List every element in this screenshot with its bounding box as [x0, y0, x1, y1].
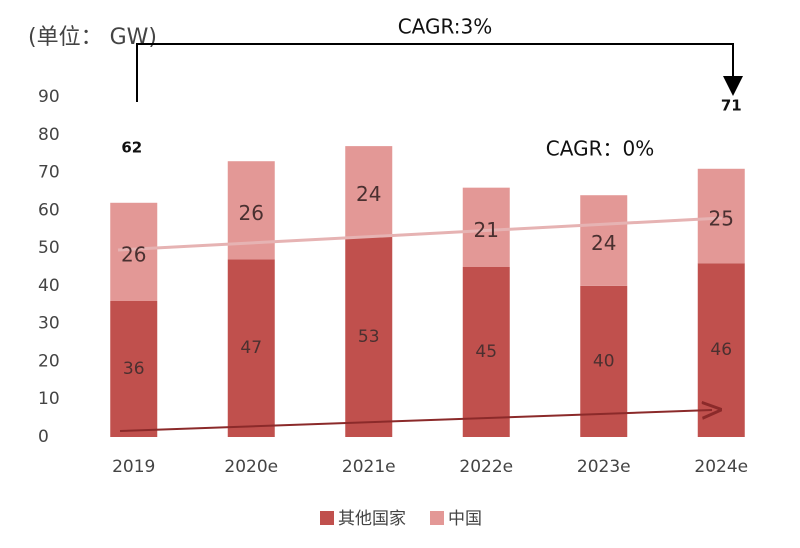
- data-label: 25: [709, 207, 734, 231]
- cagr-bracket: [136, 43, 743, 102]
- y-tick-label: 30: [38, 314, 60, 334]
- y-tick-label: 50: [38, 238, 60, 258]
- y-tick-label: 70: [38, 163, 60, 183]
- legend-label: 其他国家: [338, 509, 406, 529]
- y-tick-label: 20: [38, 351, 60, 371]
- data-label: 46: [710, 340, 732, 360]
- data-label: 24: [591, 231, 616, 255]
- bar-segment: [110, 301, 158, 437]
- total-label: 71: [721, 97, 742, 115]
- data-label: 47: [240, 338, 262, 358]
- data-label: 45: [475, 342, 497, 362]
- y-tick-label: 90: [38, 87, 60, 107]
- y-tick-label: 60: [38, 200, 60, 220]
- legend-swatch: [430, 511, 444, 525]
- bar-segment: [580, 285, 628, 437]
- data-label: 40: [593, 351, 615, 371]
- bar-segment: [462, 267, 510, 437]
- bar-segment: [462, 187, 510, 267]
- data-label: 26: [121, 242, 146, 266]
- data-label: 36: [123, 359, 145, 379]
- x-tick-label: 2024e: [694, 457, 748, 477]
- trend-line: [117, 216, 723, 252]
- bar-segment: [345, 146, 393, 237]
- data-label: 24: [356, 182, 381, 206]
- trend-arrow: [119, 410, 712, 432]
- data-label: 21: [474, 218, 499, 242]
- x-tick-label: 2022e: [459, 457, 513, 477]
- unit-label: (单位： GW): [28, 25, 157, 50]
- legend-label: 中国: [448, 509, 482, 529]
- bar-segment: [697, 168, 745, 264]
- y-tick-label: 10: [38, 389, 60, 409]
- annotation: CAGR：0%: [546, 137, 654, 161]
- annotation: CAGR:3%: [398, 15, 493, 39]
- x-tick-label: 2020e: [224, 457, 278, 477]
- bar-segment: [580, 195, 628, 286]
- x-tick-label: 2023e: [577, 457, 631, 477]
- y-tick-label: 80: [38, 125, 60, 145]
- bar-segment: [227, 259, 275, 437]
- y-tick-label: 0: [38, 427, 49, 447]
- legend-swatch: [320, 511, 334, 525]
- y-tick-label: 40: [38, 276, 60, 296]
- data-label: 53: [358, 327, 380, 347]
- x-tick-label: 2019: [112, 457, 155, 477]
- total-label: 62: [121, 139, 142, 157]
- bar-segment: [345, 236, 393, 437]
- data-label: 26: [239, 201, 264, 225]
- x-tick-label: 2021e: [342, 457, 396, 477]
- bar-segment: [110, 202, 158, 301]
